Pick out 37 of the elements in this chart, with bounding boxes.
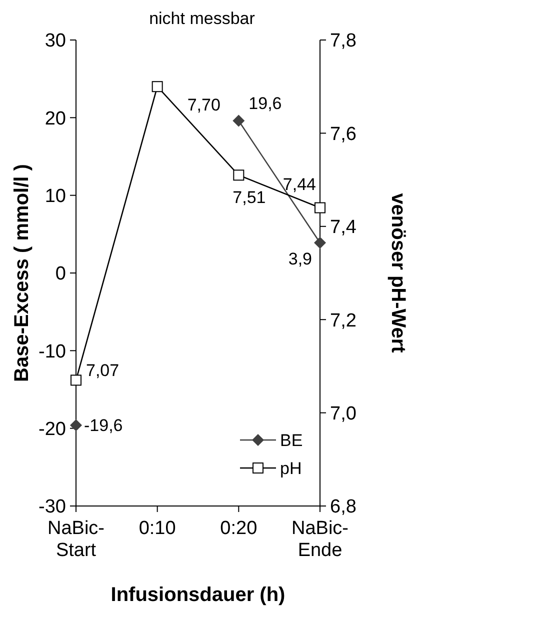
- y-tick-label: 10: [44, 186, 66, 207]
- x-tick-label: 0:20: [220, 518, 258, 539]
- data-label: 3,9: [288, 250, 312, 269]
- y-tick-label: -10: [38, 341, 66, 362]
- y-axis-title: Base-Excess ( mmol/l ): [11, 164, 33, 382]
- legend-label: BE: [280, 430, 303, 450]
- data-label: 7,51: [232, 188, 266, 208]
- y2-tick-label: 7,6: [330, 124, 356, 145]
- x-tick-label: NaBic-Start: [47, 518, 105, 561]
- y-tick-label: -20: [38, 418, 66, 440]
- point: [232, 114, 245, 127]
- data-label: -19,6: [84, 416, 123, 436]
- y-tick-label: -30: [38, 496, 66, 518]
- y2-tick-label: 7,8: [330, 30, 356, 52]
- y2-axis-title: venöser pH-Wert: [387, 193, 409, 354]
- y-tick-label: 0: [55, 264, 66, 285]
- point: [314, 202, 326, 214]
- data-label: 7,44: [282, 174, 316, 194]
- data-label: 19,6: [248, 94, 282, 113]
- data-label: 7,70: [187, 96, 220, 115]
- point: [70, 419, 82, 432]
- point: [314, 236, 326, 249]
- point: [70, 374, 82, 386]
- point: [152, 81, 163, 92]
- x-tick-label: 0:10: [138, 518, 176, 539]
- legend-label: pH: [280, 458, 302, 478]
- y2-tick-label: 7,0: [330, 403, 356, 424]
- x-axis-title: Infusionsdauer (h): [110, 584, 286, 606]
- y2-tick-label: 6,8: [330, 496, 356, 518]
- y2-tick-label: 7,4: [330, 217, 357, 238]
- y-tick-label: 30: [44, 30, 66, 52]
- point: [233, 170, 244, 181]
- y2-tick-label: 7,2: [330, 310, 356, 332]
- data-label: 7,07: [86, 361, 120, 380]
- text: nicht messbar: [149, 9, 256, 28]
- y-tick-label: 20: [44, 108, 66, 130]
- x-tick-label: NaBic-Ende: [291, 518, 349, 561]
